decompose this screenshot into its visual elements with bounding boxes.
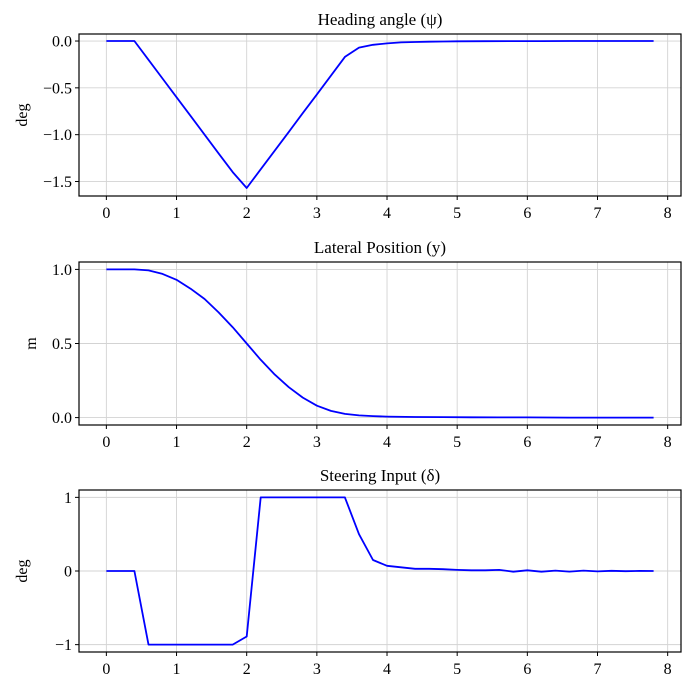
x-tick-label: 3 (313, 434, 321, 451)
lateral-position-subplot: 0 1 2 3 4 5 6 7 8 1.0 0.5 0.0 Lateral Position (y) m (23, 238, 682, 451)
x-tick-label: 1 (173, 661, 181, 678)
x-tick-label: 7 (594, 205, 602, 222)
lateral-ylabel: m (23, 337, 40, 350)
y-tick-label: −0.5 (43, 80, 72, 97)
steering-input-subplot: 0 1 2 3 4 5 6 7 8 1 0 −1 Steering Input (δ) deg (14, 466, 682, 678)
x-tick-label: 2 (243, 205, 251, 222)
x-tick-label: 8 (664, 434, 672, 451)
heading-angle-subplot: 0 1 2 3 4 5 6 7 8 0.0 −0.5 −1.0 −1.5 Heading angle (ψ… (14, 10, 682, 222)
y-tick-label: 0 (64, 564, 72, 581)
x-tick-label: 4 (383, 205, 391, 222)
x-tick-label: 1 (173, 434, 181, 451)
heading-series-line (106, 40, 654, 189)
x-tick-label: 6 (523, 434, 531, 451)
x-tick-label: 6 (523, 205, 531, 222)
x-tick-label: 5 (453, 205, 461, 222)
x-tick-label: 8 (664, 205, 672, 222)
x-tick-label: 7 (594, 434, 602, 451)
x-tick-label: 8 (664, 661, 672, 678)
x-tick-label: 2 (243, 661, 251, 678)
x-tick-label: 0 (102, 434, 110, 451)
steering-title: Steering Input (δ) (320, 466, 440, 485)
steering-ylabel: deg (14, 559, 31, 582)
x-tick-label: 0 (102, 661, 110, 678)
x-tick-label: 1 (173, 205, 181, 222)
y-tick-label: 0.0 (52, 410, 72, 427)
x-tick-label: 5 (453, 434, 461, 451)
y-tick-label: −1.5 (43, 174, 72, 191)
x-tick-label: 6 (523, 661, 531, 678)
heading-ylabel: deg (14, 103, 31, 126)
y-tick-label: −1.0 (43, 127, 72, 144)
y-tick-label: −1 (55, 637, 72, 654)
x-tick-label: 5 (453, 661, 461, 678)
x-tick-label: 3 (313, 661, 321, 678)
x-tick-label: 3 (313, 205, 321, 222)
x-tick-label: 4 (383, 661, 391, 678)
y-tick-label: 1 (64, 490, 72, 507)
y-tick-label: 0.5 (52, 336, 72, 353)
steering-series-line (106, 496, 654, 646)
x-tick-label: 0 (102, 205, 110, 222)
axes-frame (78, 33, 682, 197)
y-tick-label: 1.0 (52, 262, 72, 279)
y-tick-label: 0.0 (52, 34, 72, 51)
x-tick-label: 7 (594, 661, 602, 678)
lateral-title: Lateral Position (y) (314, 238, 446, 257)
x-tick-label: 2 (243, 434, 251, 451)
heading-title: Heading angle (ψ) (318, 10, 443, 29)
x-tick-label: 4 (383, 434, 391, 451)
lateral-series-line (106, 268, 654, 419)
